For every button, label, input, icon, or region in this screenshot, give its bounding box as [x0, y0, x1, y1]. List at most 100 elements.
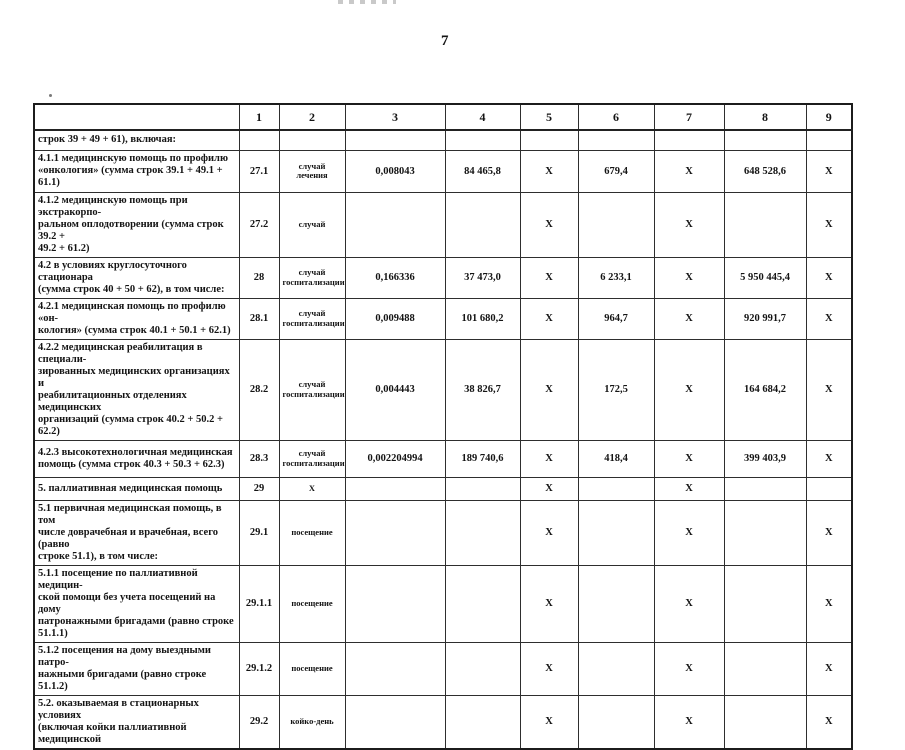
value-cell: X	[653, 641, 725, 696]
value-cell	[577, 694, 655, 749]
value-cell: X	[653, 297, 725, 340]
value-cell	[444, 641, 521, 696]
table-row: 5.1 первичная медицинская помощь, в том …	[33, 499, 853, 566]
value-cell	[444, 191, 521, 258]
value-cell	[723, 694, 807, 749]
value-cell	[344, 191, 446, 258]
value-cell	[653, 129, 725, 151]
column-header: 1	[238, 103, 280, 131]
row-label: 4.2.2 медицинская реабилитация в специал…	[33, 338, 240, 441]
value-cell	[577, 476, 655, 501]
value-cell: X	[805, 297, 853, 340]
row-number: 27.2	[238, 191, 280, 258]
row-label: 5.1 первичная медицинская помощь, в том …	[33, 499, 240, 566]
value-cell	[577, 129, 655, 151]
row-label: строк 39 + 49 + 61), включая:	[33, 129, 240, 151]
table-row: строк 39 + 49 + 61), включая:	[33, 129, 853, 151]
row-label: 4.1.2 медицинскую помощь при экстракорпо…	[33, 191, 240, 258]
value-cell	[344, 564, 446, 643]
row-number: 29	[238, 476, 280, 501]
row-number: 27.1	[238, 149, 280, 193]
row-number: 29.1.2	[238, 641, 280, 696]
value-cell	[805, 129, 853, 151]
column-header: 4	[444, 103, 521, 131]
row-number: 29.1.1	[238, 564, 280, 643]
row-number: 28.3	[238, 439, 280, 478]
value-cell	[577, 499, 655, 566]
column-header: 9	[805, 103, 853, 131]
row-label: 5.2. оказываемая в стационарных условиях…	[33, 694, 240, 749]
value-cell: 418,4	[577, 439, 655, 478]
row-number: 29.2	[238, 694, 280, 749]
value-cell	[444, 499, 521, 566]
row-label: 4.1.1 медицинскую помощь по профилю «онк…	[33, 149, 240, 193]
value-cell: X	[519, 256, 579, 299]
value-cell: 189 740,6	[444, 439, 521, 478]
row-label: 5. паллиативная медицинская помощь	[33, 476, 240, 501]
unit-of-measure: посещение	[278, 499, 346, 566]
unit-of-measure	[278, 129, 346, 151]
value-cell: X	[519, 641, 579, 696]
value-cell: X	[805, 191, 853, 258]
value-cell: X	[805, 256, 853, 299]
value-cell: 399 403,9	[723, 439, 807, 478]
value-cell: X	[519, 694, 579, 749]
value-cell: 0,166336	[344, 256, 446, 299]
value-cell: X	[653, 439, 725, 478]
value-cell: 37 473,0	[444, 256, 521, 299]
row-label: 4.2.1 медицинская помощь по профилю «он-…	[33, 297, 240, 340]
column-header: 2	[278, 103, 346, 131]
column-header: 3	[344, 103, 446, 131]
table-row: 4.1.2 медицинскую помощь при экстракорпо…	[33, 191, 853, 258]
row-label: 5.1.2 посещения на дому выездными патро-…	[33, 641, 240, 696]
value-cell: 84 465,8	[444, 149, 521, 193]
value-cell: 679,4	[577, 149, 655, 193]
row-number: 28.1	[238, 297, 280, 340]
value-cell: X	[519, 564, 579, 643]
table-row: 4.2.3 высокотехнологичная медицинская по…	[33, 439, 853, 478]
value-cell: 920 991,7	[723, 297, 807, 340]
row-number	[238, 129, 280, 151]
value-cell: 172,5	[577, 338, 655, 441]
value-cell: X	[519, 297, 579, 340]
value-cell: X	[653, 499, 725, 566]
table-row: 4.2.2 медицинская реабилитация в специал…	[33, 338, 853, 441]
value-cell	[444, 129, 521, 151]
column-header: 6	[577, 103, 655, 131]
value-cell: X	[519, 439, 579, 478]
value-cell: 648 528,6	[723, 149, 807, 193]
row-label: 4.2.3 высокотехнологичная медицинская по…	[33, 439, 240, 478]
value-cell: 6 233,1	[577, 256, 655, 299]
value-cell: X	[653, 338, 725, 441]
stray-dot-artifact	[49, 94, 52, 97]
table-row: 5.1.1 посещение по паллиативной медицин-…	[33, 564, 853, 643]
value-cell	[444, 564, 521, 643]
value-cell: X	[653, 191, 725, 258]
value-cell	[344, 476, 446, 501]
value-cell	[444, 694, 521, 749]
row-number: 28.2	[238, 338, 280, 441]
table-row: 5.2. оказываемая в стационарных условиях…	[33, 694, 853, 749]
value-cell	[344, 641, 446, 696]
value-cell	[723, 476, 807, 501]
value-cell: X	[519, 476, 579, 501]
value-cell: 0,008043	[344, 149, 446, 193]
column-header	[33, 103, 240, 131]
value-cell: X	[805, 439, 853, 478]
value-cell: X	[653, 476, 725, 501]
table-body: строк 39 + 49 + 61), включая: 4.1.1 медиц…	[33, 129, 853, 749]
row-number: 28	[238, 256, 280, 299]
value-cell	[577, 191, 655, 258]
value-cell	[723, 191, 807, 258]
unit-of-measure: посещение	[278, 564, 346, 643]
value-cell: X	[519, 191, 579, 258]
value-cell	[805, 476, 853, 501]
column-header: 7	[653, 103, 725, 131]
column-header: 5	[519, 103, 579, 131]
value-cell: X	[805, 149, 853, 193]
unit-of-measure: X	[278, 476, 346, 501]
row-number: 29.1	[238, 499, 280, 566]
table-row: 4.2.1 медицинская помощь по профилю «он-…	[33, 297, 853, 340]
